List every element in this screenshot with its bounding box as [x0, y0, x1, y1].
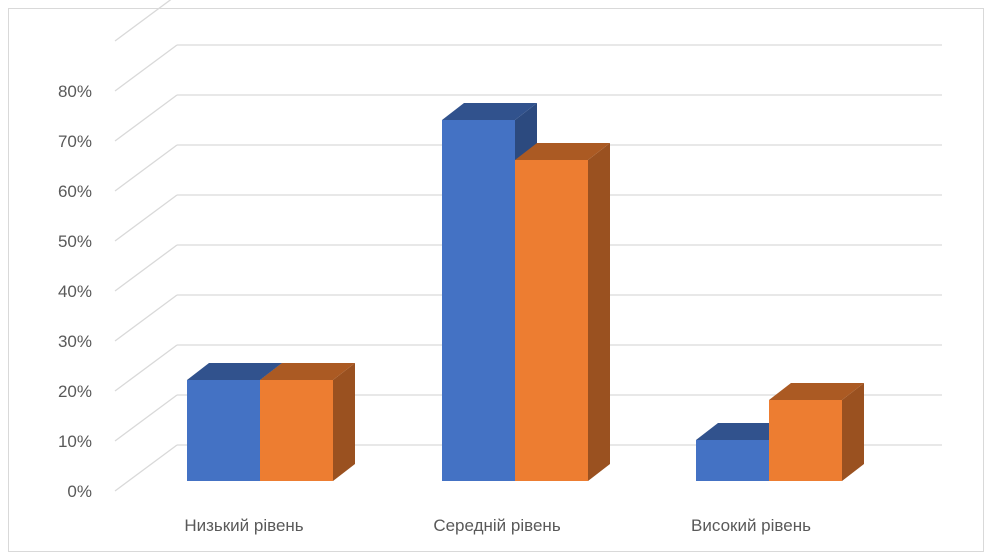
y-tick-label: 30% [58, 332, 92, 351]
x-axis-category-labels: Низький рівень Середній рівень Високий рів… [184, 516, 811, 535]
y-tick-label: 40% [58, 282, 92, 301]
bars [187, 103, 864, 481]
bar [769, 383, 864, 481]
bar-front [515, 160, 588, 481]
gridline-diagonal [114, 244, 178, 292]
bar-side [588, 143, 610, 481]
x-category-label: Низький рівень [184, 516, 303, 535]
y-tick-label: 20% [58, 382, 92, 401]
y-tick-label: 50% [58, 232, 92, 251]
gridline-diagonal [114, 444, 178, 492]
bar-top [187, 363, 282, 380]
y-axis-tick-labels: 0% 10% 20% 30% 40% 50% 60% 70% 80% [58, 82, 92, 501]
bar-front [696, 440, 769, 481]
bar-top [442, 103, 537, 120]
bar-front [442, 120, 515, 481]
bar-front [260, 380, 333, 481]
gridline-diagonal [114, 344, 178, 392]
y-tick-label: 60% [58, 182, 92, 201]
bar-top [696, 423, 791, 440]
bar-side [842, 383, 864, 481]
bar-side [333, 363, 355, 481]
bar [260, 363, 355, 481]
bar [515, 143, 610, 481]
bar-front [187, 380, 260, 481]
x-category-label: Високий рівень [691, 516, 811, 535]
gridline-diagonal [114, 194, 178, 242]
gridline-diagonal [114, 294, 178, 342]
x-category-label: Середній рівень [433, 516, 560, 535]
y-tick-label: 70% [58, 132, 92, 151]
gridline-diagonal [114, 0, 172, 42]
gridline-diagonal [114, 394, 178, 442]
bar-top [769, 383, 864, 400]
y-tick-label: 0% [67, 482, 92, 501]
bar-front [769, 400, 842, 481]
bar-top [260, 363, 355, 380]
y-tick-label: 80% [58, 82, 92, 101]
bar-top [515, 143, 610, 160]
y-tick-label: 10% [58, 432, 92, 451]
gridline-diagonal [114, 94, 178, 142]
gridline-diagonal [114, 144, 178, 192]
gridline-diagonal [114, 44, 178, 92]
